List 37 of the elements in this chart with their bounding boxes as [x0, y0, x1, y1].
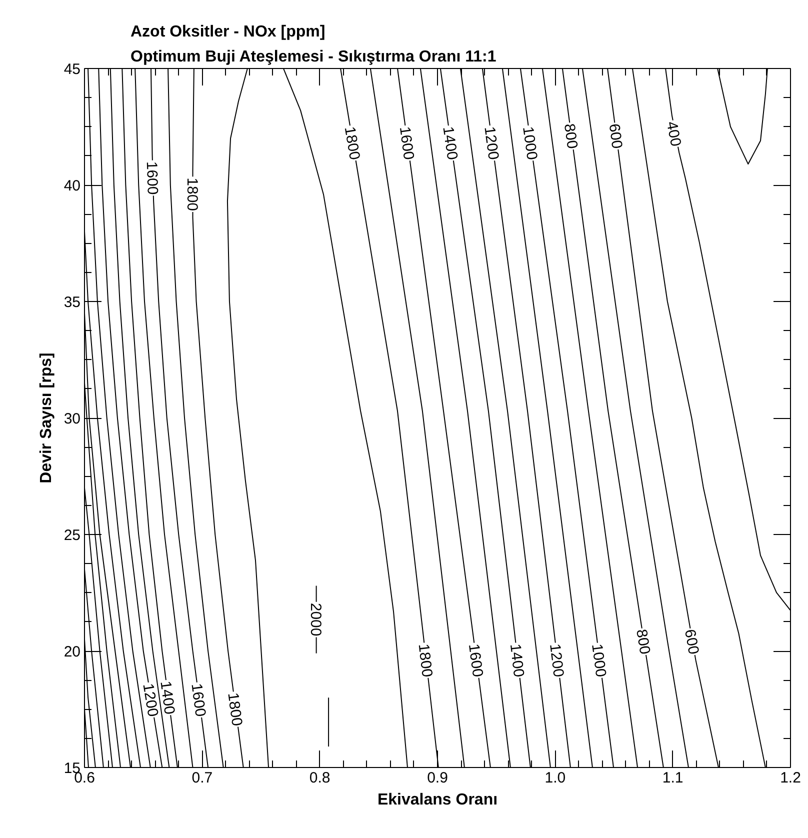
annotation: 1600 — [464, 642, 486, 678]
annotation: 1400 — [506, 642, 528, 678]
chart-subtitle: Optimum Buji Ateşlemesi - Sıkıştırma Oranı 11:1 — [130, 48, 496, 66]
annotation: 1000 — [519, 126, 540, 161]
x-tick-label: 0.8 — [309, 770, 330, 786]
annotation: 600 — [680, 628, 702, 656]
y-tick-label: 40 — [64, 178, 81, 194]
y-tick-label: 45 — [64, 61, 81, 78]
annotation: 1800 — [183, 178, 200, 212]
annotation: 1800 — [340, 125, 364, 162]
annotation: 1800 — [224, 692, 246, 728]
annotation: 1200 — [139, 682, 162, 718]
x-axis-title: Ekivalans Oranı — [377, 792, 498, 808]
y-axis-title: Devir Sayısı [rps] — [38, 352, 55, 484]
annotation: 1200 — [480, 126, 502, 161]
annotation: 1600 — [142, 161, 161, 195]
x-tick-label: 1.0 — [544, 770, 566, 786]
x-tick-label: 1.1 — [662, 770, 684, 786]
annotation: 1600 — [188, 682, 209, 718]
y-tick-label: 25 — [64, 527, 81, 544]
annotation: 1200 — [546, 642, 567, 678]
annotation: 600 — [605, 122, 626, 150]
annotation: 1000 — [588, 642, 610, 678]
annotation: 1400 — [439, 125, 461, 161]
annotation: 800 — [560, 122, 581, 150]
annotation: 400 — [662, 120, 684, 148]
annotation: 2000 — [306, 602, 324, 636]
x-tick-label: 0.7 — [192, 770, 213, 786]
y-tick-label: 30 — [64, 410, 81, 428]
annotation: 1600 — [396, 126, 418, 161]
annotation: 1800 — [414, 642, 436, 678]
x-tick-label: 1.2 — [780, 770, 801, 786]
y-tick-label: 20 — [64, 644, 81, 660]
y-tick-label: 35 — [64, 294, 81, 311]
annotation: 800 — [632, 628, 654, 656]
chart-title: Azot Oksitler - NOx [ppm] — [130, 24, 326, 40]
x-tick-label: 0.9 — [427, 770, 448, 786]
